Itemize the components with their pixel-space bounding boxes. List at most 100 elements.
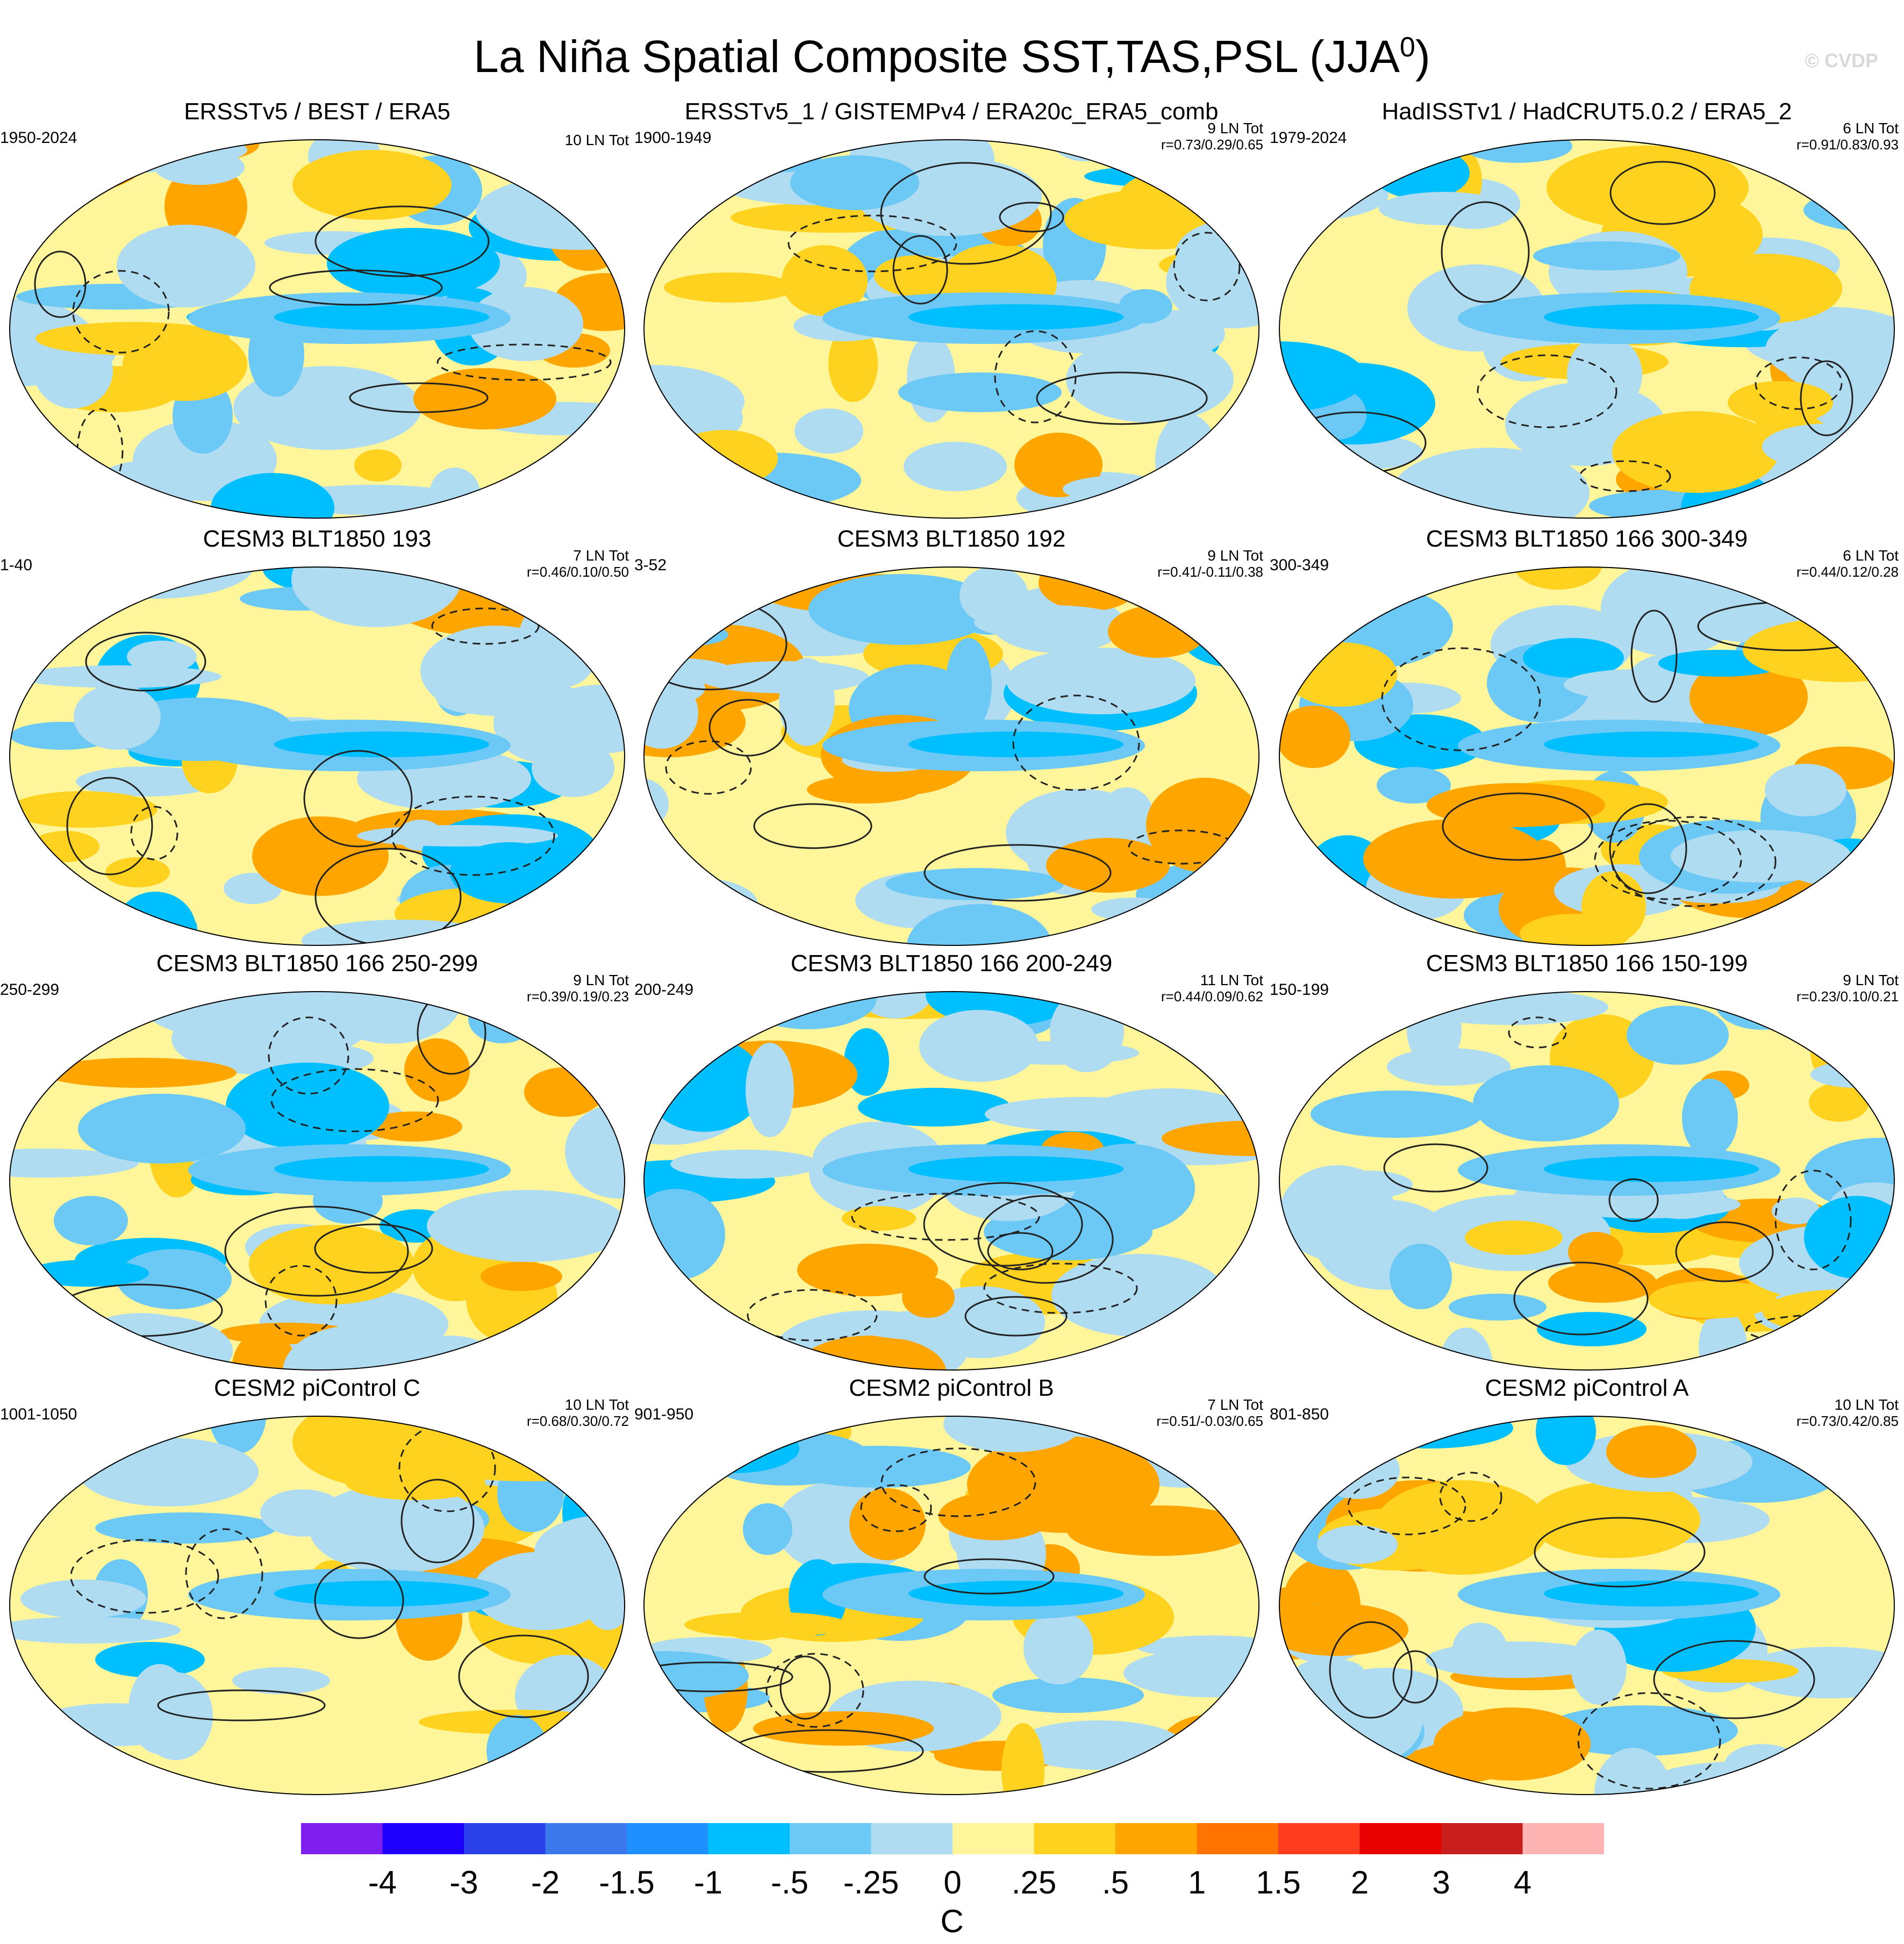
map-panel: CESM3 BLT1850 166 150-199 150-199 9 LN Tot…	[1270, 949, 1904, 1379]
anomaly-region	[578, 1451, 625, 1477]
psl-contour	[400, 1479, 475, 1563]
anomaly-region	[10, 791, 158, 828]
psl-contour	[314, 1562, 404, 1639]
anomaly-region	[1075, 488, 1228, 518]
colorbar-swatch	[953, 1823, 1034, 1854]
psl-contour	[1392, 1650, 1438, 1704]
anomaly-region	[10, 1416, 112, 1470]
anomaly-region	[232, 1330, 297, 1370]
psl-contour	[665, 740, 752, 795]
anomaly-region	[436, 683, 527, 714]
anomaly-region	[858, 1088, 1011, 1127]
panel-event-count: 9 LN Tot	[573, 972, 629, 988]
psl-contour	[964, 1296, 1068, 1337]
anomaly-region	[1023, 1611, 1093, 1684]
anomaly-region	[1737, 1334, 1864, 1370]
psl-contour	[1441, 201, 1530, 303]
colorbar-tick-label: -.5	[770, 1864, 809, 1900]
anomaly-region	[1279, 567, 1428, 582]
anomaly-region	[902, 1277, 955, 1318]
colorbar-tick-label: 3	[1432, 1864, 1450, 1900]
cold-tongue-core	[908, 304, 1123, 330]
anomaly-region	[1279, 470, 1339, 508]
panel-correlation: r=0.39/0.19/0.23	[526, 988, 629, 1005]
colorbar-swatch	[1522, 1823, 1604, 1854]
psl-contour	[264, 1265, 338, 1337]
anomaly-region	[439, 925, 605, 945]
psl-contour	[1800, 360, 1853, 436]
anomaly-region	[1156, 1715, 1259, 1795]
panel-event-count: 9 LN Tot	[1207, 120, 1263, 137]
anomaly-region	[1533, 241, 1680, 270]
map-border	[643, 1416, 1259, 1795]
anomaly-region	[1323, 1171, 1413, 1199]
anomaly-region	[26, 1260, 149, 1287]
psl-contour	[130, 806, 178, 860]
anomaly-region	[430, 468, 480, 518]
psl-contour	[788, 214, 957, 272]
psl-contour	[1579, 460, 1671, 492]
anomaly-region	[354, 449, 402, 482]
panel-correlation: r=0.73/0.42/0.85	[1796, 1413, 1899, 1429]
anomaly-region	[1765, 764, 1846, 816]
psl-contour	[70, 1539, 219, 1614]
anomaly-region	[794, 1336, 946, 1370]
anomaly-region	[919, 1010, 1039, 1082]
anomaly-region	[1407, 995, 1462, 1067]
anomaly-region	[54, 1196, 128, 1245]
robinson-map	[9, 139, 625, 519]
colorbar-swatch	[871, 1823, 953, 1854]
anomaly-region	[1772, 140, 1856, 189]
anomaly-region	[45, 1354, 170, 1370]
anomaly-region	[1091, 898, 1177, 921]
map-panel: CESM3 BLT1850 192 3-52 9 LN Tot r=0.41/-0.1…	[634, 524, 1269, 954]
anomaly-region	[1523, 638, 1624, 678]
psl-contour	[881, 1447, 1036, 1517]
anomaly-region	[904, 442, 1007, 491]
anomaly-region	[1465, 1221, 1563, 1255]
anomaly-region	[808, 574, 997, 645]
figure-title-sup: 0	[1399, 32, 1415, 63]
anomaly-region	[260, 1489, 345, 1537]
anomaly-region	[644, 1250, 669, 1288]
anomaly-region	[1653, 1761, 1838, 1795]
anomaly-region	[252, 816, 389, 896]
psl-contour	[436, 343, 612, 381]
anomaly-region	[874, 255, 957, 296]
anomaly-region	[1390, 1244, 1452, 1309]
psl-contour	[708, 699, 787, 757]
panel-years: 150-199	[1270, 981, 1329, 999]
colorbar-unit: C	[940, 1903, 964, 1939]
panel-years: 801-850	[1270, 1405, 1329, 1423]
anomaly-region	[38, 148, 97, 186]
anomaly-region	[95, 1512, 277, 1544]
anomaly-region	[1426, 1641, 1607, 1678]
cold-tongue-core	[908, 1156, 1123, 1182]
anomaly-region	[559, 908, 602, 945]
psl-contour	[983, 1262, 1138, 1314]
cold-tongue-core	[274, 304, 489, 330]
anomaly-region	[786, 1446, 971, 1488]
anomaly-region	[1682, 1079, 1738, 1157]
colorbar-swatch	[545, 1823, 627, 1854]
psl-contour	[999, 202, 1064, 233]
psl-contour	[1653, 1640, 1815, 1719]
panel-years: 1900-1949	[634, 129, 712, 147]
panel-years: 1-40	[0, 556, 33, 574]
colorbar-swatch	[1359, 1823, 1442, 1854]
map-border	[9, 991, 625, 1371]
anomaly-region	[1449, 1294, 1547, 1321]
anomaly-region	[985, 1097, 1180, 1131]
anomaly-region	[10, 1149, 139, 1178]
panel-title: CESM3 BLT1850 166 200-249	[790, 950, 1113, 977]
anomaly-region	[1547, 146, 1749, 229]
anomaly-region	[1649, 1281, 1777, 1318]
anomaly-region	[1536, 1416, 1596, 1465]
anomaly-region	[849, 1488, 926, 1560]
anomaly-region	[898, 372, 1062, 412]
anomaly-region	[20, 1580, 146, 1618]
anomaly-region	[226, 1063, 389, 1150]
panel-event-count: 10 LN Tot	[1834, 1396, 1899, 1413]
panel-title: CESM3 BLT1850 166 250-299	[156, 950, 478, 977]
anomaly-region	[1513, 567, 1602, 590]
